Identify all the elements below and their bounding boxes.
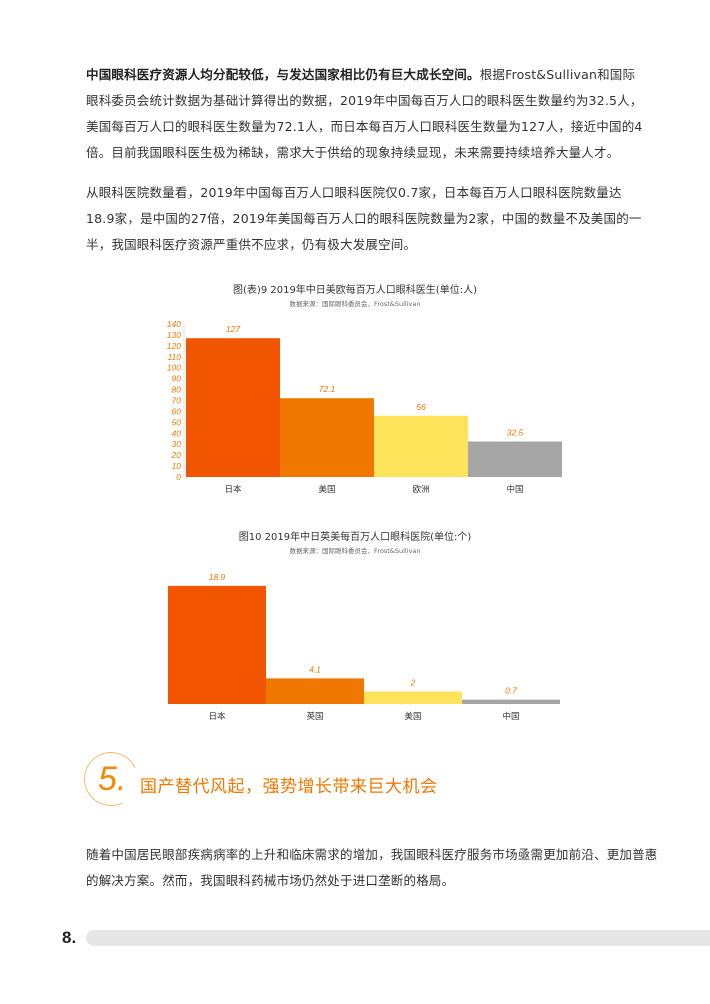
- x-tick-label-英国: 英国: [306, 711, 323, 722]
- data-label-中国: 32.5: [507, 427, 524, 437]
- y-tick-label-12: 120: [167, 341, 181, 351]
- paragraph-doctors: 中国眼科医疗资源人均分配较低，与发达国家相比仍有巨大成长空间。根据Frost&S…: [86, 62, 646, 166]
- y-tick-label-11: 110: [167, 352, 181, 362]
- bar-美国: [364, 691, 462, 704]
- bar-日本: [168, 585, 266, 704]
- data-label-英国: 4.1: [309, 664, 321, 674]
- x-tick-label-日本: 日本: [208, 711, 226, 722]
- y-tick-label-7: 70: [172, 396, 182, 406]
- y-tick-label-13: 130: [167, 330, 181, 340]
- paragraph-doctors-body: 根据Frost&Sullivan和国际眼科委员会统计数据为基础计算得出的数据，2…: [86, 67, 643, 160]
- chart-hospitals-per-million: 18.9 日本 4.1 英国 2 美国 0.7 中国: [168, 572, 560, 722]
- chart1-source: 数据来源：国际眼科委员会、Frost&Sullivan: [289, 300, 421, 308]
- bar-日本: [186, 338, 280, 477]
- bar-欧洲: [374, 415, 468, 477]
- x-tick-label-中国: 中国: [502, 711, 519, 722]
- data-label-欧洲: 56: [416, 402, 426, 412]
- paragraph-hospitals: 从眼科医院数量看，2019年中国每百万人口眼科医院仅0.7家，日本每百万人口眼科…: [86, 185, 642, 252]
- y-tick-label-2: 20: [171, 450, 182, 460]
- section-title: 国产替代风起，强势增长带来巨大机会: [140, 777, 438, 797]
- data-label-日本: 18.9: [209, 572, 226, 582]
- y-tick-label-9: 90: [172, 374, 182, 384]
- paragraph-doctors-lead: 中国眼科医疗资源人均分配较低，与发达国家相比仍有巨大成长空间。: [86, 67, 480, 82]
- data-label-中国: 0.7: [505, 686, 517, 696]
- data-label-美国: 72.1: [319, 384, 336, 394]
- chart1-title: 图(表)9 2019年中日美欧每百万人口眼科医生(单位:人): [233, 285, 477, 296]
- y-tick-label-6: 60: [172, 406, 182, 416]
- y-tick-label-5: 50: [172, 417, 182, 427]
- bar-中国: [462, 699, 560, 704]
- chart2-source: 数据来源：国际眼科委员会、Frost&Sullivan: [289, 547, 421, 555]
- y-tick-label-4: 40: [172, 428, 182, 438]
- section-number: 5.: [98, 760, 127, 798]
- x-tick-label-美国: 美国: [404, 711, 421, 722]
- bar-中国: [468, 441, 562, 477]
- paragraph-market: 随着中国居民眼部疾病病率的上升和临床需求的增加，我国眼科医疗服务市场亟需更加前沿…: [86, 847, 658, 888]
- x-tick-label-美国: 美国: [318, 484, 335, 495]
- footer-bar: [86, 930, 710, 946]
- chart2-title: 图10 2019年中日英美每百万人口眼科医院(单位:个): [238, 532, 472, 543]
- data-label-美国: 2: [410, 678, 416, 688]
- page-number: 8.: [62, 928, 77, 947]
- y-tick-label-3: 30: [172, 439, 182, 449]
- y-tick-label-8: 80: [172, 385, 182, 395]
- x-tick-label-欧洲: 欧洲: [412, 484, 429, 495]
- bar-美国: [280, 398, 374, 477]
- y-tick-label-14: 140: [167, 319, 181, 329]
- y-tick-label-10: 100: [167, 363, 181, 373]
- x-tick-label-中国: 中国: [506, 484, 523, 495]
- y-tick-label-1: 10: [172, 461, 182, 471]
- bar-英国: [266, 678, 364, 704]
- x-tick-label-日本: 日本: [224, 484, 242, 495]
- y-tick-label-0: 0: [176, 472, 181, 482]
- data-label-日本: 127: [226, 324, 240, 334]
